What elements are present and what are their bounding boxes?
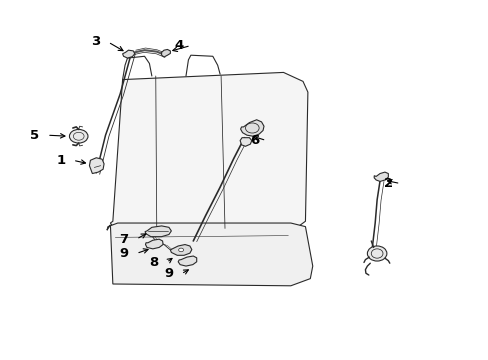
- Text: 2: 2: [383, 177, 392, 190]
- Ellipse shape: [366, 246, 386, 261]
- Text: 6: 6: [249, 134, 258, 147]
- Polygon shape: [110, 72, 307, 232]
- Polygon shape: [145, 226, 171, 237]
- Text: 8: 8: [149, 256, 159, 269]
- Text: 7: 7: [119, 233, 128, 246]
- Text: 9: 9: [119, 247, 128, 260]
- Polygon shape: [145, 239, 163, 249]
- Polygon shape: [373, 172, 387, 181]
- Polygon shape: [240, 120, 264, 136]
- Polygon shape: [107, 223, 312, 286]
- Polygon shape: [178, 256, 196, 266]
- Polygon shape: [170, 244, 191, 255]
- Polygon shape: [89, 158, 104, 174]
- Text: 4: 4: [174, 39, 183, 52]
- Text: 1: 1: [56, 154, 65, 167]
- Polygon shape: [240, 138, 251, 146]
- Text: 5: 5: [30, 129, 40, 142]
- Polygon shape: [122, 50, 135, 58]
- Polygon shape: [161, 49, 170, 57]
- Text: 9: 9: [164, 267, 173, 280]
- Ellipse shape: [178, 248, 183, 252]
- Ellipse shape: [69, 130, 88, 143]
- Text: 3: 3: [91, 35, 100, 49]
